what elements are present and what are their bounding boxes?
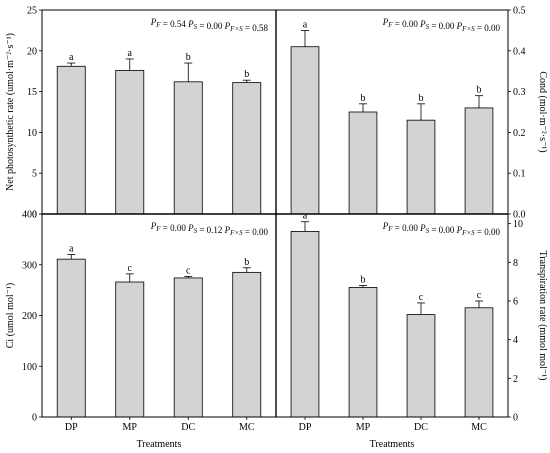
bar-top-right-MP (348, 111, 378, 215)
significance-letter-top-left-DP: a (69, 52, 74, 63)
bar-bottom-right-DC (406, 314, 436, 418)
x-tick-label-bottom-right-MP: MP (356, 422, 371, 433)
bar-bottom-right-DP (290, 230, 320, 418)
y-tick-label-top-left-10: 10 (27, 128, 37, 139)
bar-bottom-right-MP (348, 287, 378, 418)
significance-letter-bottom-left-DC: c (186, 265, 191, 276)
bar-top-left-DC (173, 81, 203, 215)
significance-letter-top-right-DP: a (303, 19, 308, 30)
y-tick-label-top-left-0: 0 (32, 210, 37, 221)
significance-letter-bottom-left-DP: a (69, 244, 74, 255)
y-tick-label-top-left-20: 20 (27, 46, 37, 57)
y-tick-label-bottom-right-8: 8 (513, 258, 518, 269)
bar-top-right-MC (464, 107, 494, 215)
x-axis-label-bottom-left: Treatments (137, 439, 182, 450)
y-tick-label-top-right-0.0: 0.0 (513, 210, 526, 221)
y-tick-label-bottom-left-200: 200 (22, 311, 37, 322)
significance-letter-top-right-MC: b (477, 85, 482, 96)
x-tick-label-bottom-left-MP: MP (123, 422, 138, 433)
bar-bottom-left-MP (115, 281, 145, 418)
significance-letter-bottom-right-DC: c (419, 292, 424, 303)
significance-letter-bottom-left-MC: b (244, 257, 249, 268)
significance-letter-bottom-right-MC: c (477, 290, 482, 301)
y-tick-label-top-left-5: 5 (32, 169, 37, 180)
y-tick-label-bottom-left-0: 0 (32, 413, 37, 424)
stats-annotation-top-right: PF = 0.00 PS = 0.00 PF×S = 0.00 (382, 17, 501, 33)
bar-top-left-DP (56, 65, 86, 215)
y-tick-label-top-right-0.3: 0.3 (513, 87, 526, 98)
significance-letter-bottom-right-DP: a (303, 211, 308, 222)
bar-bottom-left-DP (56, 258, 86, 418)
y-tick-label-bottom-right-2: 2 (513, 374, 518, 385)
significance-letter-top-left-DC: b (186, 52, 191, 63)
significance-letter-bottom-left-MP: c (128, 263, 133, 274)
stats-annotation-top-left: PF = 0.54 PS = 0.00 PF×S = 0.58 (150, 17, 269, 33)
bar-top-left-MP (115, 69, 145, 215)
y-tick-label-top-right-0.2: 0.2 (513, 128, 526, 139)
stats-annotation-bottom-left: PF = 0.00 PS = 0.12 PF×S = 0.00 (150, 221, 269, 237)
significance-letter-top-right-DC: b (419, 93, 424, 104)
significance-letter-top-right-MP: b (361, 93, 366, 104)
y-tick-label-bottom-left-400: 400 (22, 210, 37, 221)
x-tick-label-bottom-right-DC: DC (414, 422, 428, 433)
significance-letter-top-left-MP: a (128, 48, 133, 59)
bar-top-right-DP (290, 46, 320, 215)
y-tick-label-bottom-right-10: 10 (513, 219, 523, 230)
bar-bottom-right-MC (464, 307, 494, 418)
y-tick-label-top-right-0.1: 0.1 (513, 169, 526, 180)
y-tick-label-top-left-25: 25 (27, 6, 37, 17)
x-tick-label-bottom-left-DP: DP (65, 422, 78, 433)
y-axis-label-bottom-left: Ci (umol mol⁻¹) (5, 283, 16, 349)
y-tick-label-bottom-right-6: 6 (513, 297, 518, 308)
x-tick-label-bottom-right-MC: MC (471, 422, 487, 433)
bar-bottom-left-DC (173, 277, 203, 418)
x-tick-label-bottom-left-MC: MC (239, 422, 255, 433)
y-tick-label-top-right-0.4: 0.4 (513, 46, 526, 57)
y-tick-label-top-right-0.5: 0.5 (513, 6, 526, 17)
y-axis-label-top-left: Net photosynthetic rate (umol·m⁻²·s⁻¹) (5, 33, 16, 191)
stats-annotation-bottom-right: PF = 0.00 PS = 0.00 PF×S = 0.00 (382, 221, 501, 237)
bar-top-right-DC (406, 119, 436, 215)
y-axis-label-bottom-right: Transpiration rate (mmol mol⁻¹) (537, 251, 548, 381)
y-tick-label-bottom-left-300: 300 (22, 260, 37, 271)
significance-letter-bottom-right-MP: b (361, 275, 366, 286)
x-axis-label-bottom-right: Treatments (370, 439, 415, 450)
significance-letter-top-left-MC: b (244, 69, 249, 80)
x-tick-label-bottom-left-DC: DC (181, 422, 195, 433)
bar-bottom-left-MC (232, 271, 262, 418)
y-tick-label-bottom-right-0: 0 (513, 413, 518, 424)
y-tick-label-top-left-15: 15 (27, 87, 37, 98)
y-tick-label-bottom-left-100: 100 (22, 362, 37, 373)
bar-top-left-MC (232, 82, 262, 215)
y-axis-label-top-right: Cond (mol·m⁻²·s⁻¹) (537, 71, 548, 152)
y-tick-label-bottom-right-4: 4 (513, 335, 518, 346)
x-tick-label-bottom-right-DP: DP (299, 422, 312, 433)
